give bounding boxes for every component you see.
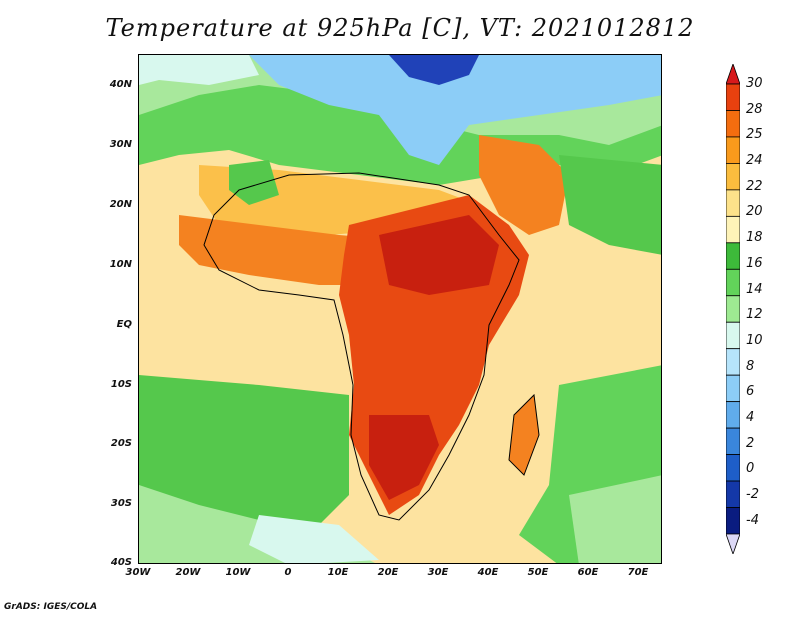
colorbar-segment [726,215,740,244]
lat-label-10n: 10N [109,259,132,270]
madagascar-outline [508,393,540,476]
lat-label-20n: 20N [109,199,132,210]
mediterranean-blue [249,55,661,165]
temperature-map [139,55,661,563]
colorbar-segment [726,507,740,535]
cb-label-20: 20 [746,204,763,219]
colorbar-segment [726,189,740,217]
cb-label-10: 10 [746,333,763,348]
colorbar-segment [726,110,740,138]
colorbar-segment [726,374,740,403]
europe-cyan [139,55,259,85]
colorbar-segment [726,480,740,508]
lat-label-20s: 20S [110,438,132,449]
cb-label-0: 0 [746,461,755,476]
grads-credit: GrADS: IGES/COLA [4,602,98,612]
colorbar-segment [726,295,740,323]
cb-label-6: 6 [746,384,755,399]
lon-label-70e: 70E [627,567,649,578]
africa-coastline [203,172,520,521]
balkan-darkblue [389,55,479,85]
cb-label-4: 4 [746,410,755,425]
lon-label-10e: 10E [327,567,349,578]
map-plot-area [138,54,662,564]
cb-label-neg2: -2 [746,487,759,502]
colorbar-segment [726,427,740,455]
cb-label-neg4: -4 [746,513,759,528]
sudan-hottest [379,215,499,295]
lat-label-30s: 30S [110,498,132,509]
cb-label-28: 28 [746,102,763,117]
colorbar-bottom-triangle [726,533,740,554]
cb-label-12: 12 [746,307,763,322]
lon-label-20w: 20W [175,567,201,578]
lat-label-40n: 40N [109,79,132,90]
colorbar-segment [726,321,740,350]
lat-label-10s: 10S [110,379,132,390]
colorbar-segment [726,242,740,270]
lon-label-0: 0 [284,567,292,578]
sahel-green-west [229,160,279,205]
cb-label-30: 30 [746,76,763,91]
lon-label-30w: 30W [125,567,151,578]
chart-title: Temperature at 925hPa [C], VT: 202101281… [105,14,695,42]
colorbar-segment [726,454,740,482]
lat-label-40s: 40S [110,557,132,568]
indian-ocean-lightgreen [569,475,661,563]
lon-label-30e: 30E [427,567,449,578]
arabia-green [559,155,661,255]
cb-label-25: 25 [746,127,763,142]
cb-label-8: 8 [746,359,755,374]
cb-label-14: 14 [746,282,763,297]
cb-label-22: 22 [746,179,763,194]
lon-label-60e: 60E [577,567,599,578]
southern-hottest [369,415,439,500]
colorbar-segment [726,401,740,429]
lat-label-30n: 30N [109,139,132,150]
lon-label-20e: 20E [377,567,399,578]
lon-label-40e: 40E [477,567,499,578]
colorbar-segment [726,348,740,376]
cb-label-24: 24 [746,153,763,168]
colorbar-segment [726,136,740,164]
colorbar-top-triangle [726,64,740,85]
colorbar-segments [726,64,740,554]
south-cyan-patch [249,515,379,563]
colorbar-segment [726,268,740,297]
cb-label-16: 16 [746,256,763,271]
colorbar [726,64,740,554]
lon-label-10w: 10W [225,567,251,578]
lat-label-eq: EQ [116,319,132,330]
arabia-warm [479,135,569,235]
lon-label-50e: 50E [527,567,549,578]
cb-label-2: 2 [746,436,755,451]
colorbar-segment [726,83,740,111]
colorbar-segment [726,163,740,191]
southern-atlantic-green [139,375,349,535]
cb-label-18: 18 [746,230,763,245]
